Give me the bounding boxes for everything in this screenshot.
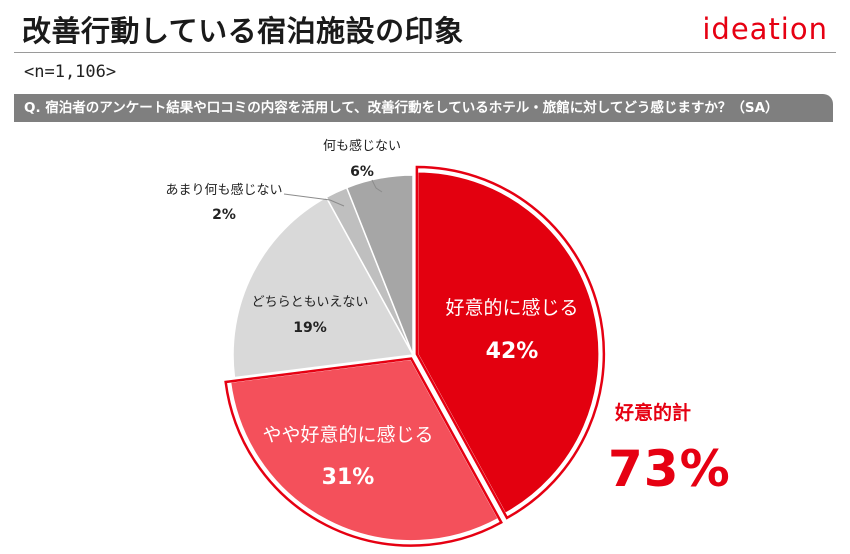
sample-size: <n=1,106>: [24, 62, 117, 82]
slice-label: あまり何も感じない: [165, 182, 282, 198]
slice-value-label: 2%: [212, 207, 236, 223]
pie-slices: [224, 165, 606, 547]
slice-value-label: 6%: [350, 164, 374, 180]
slice-value-label: 42%: [486, 339, 539, 364]
brand-logo: ideation: [702, 12, 828, 46]
favorable-total-label: 好意的計: [615, 402, 692, 424]
slice-value-label: 19%: [293, 320, 327, 336]
page-title: 改善行動している宿泊施設の印象: [22, 14, 464, 48]
title-divider: [14, 52, 836, 53]
leader-line: [283, 193, 345, 207]
pie-slice: [345, 174, 414, 356]
slice-value-label: 31%: [322, 465, 375, 490]
pie-slice: [227, 356, 502, 544]
favorable-total-value: 73%: [608, 440, 731, 498]
slice-label: 好意的に感じる: [445, 297, 578, 319]
pie-slice: [232, 196, 415, 379]
slice-label: どちらともいえない: [252, 295, 369, 310]
slice-label: やや好意的に感じる: [262, 424, 433, 446]
slice-labels: 好意的に感じる 42% やや好意的に感じる 31% どちらともいえない 19% あまり何も感…: [165, 138, 578, 490]
slice-label: 何も感じない: [323, 138, 401, 154]
question-banner: Q. 宿泊者のアンケート結果や口コミの内容を活用して、改善行動をしているホテル・…: [14, 94, 833, 122]
pie-slice: [415, 169, 602, 517]
pie-slice-outline: [224, 357, 503, 547]
leader-lines: [283, 179, 383, 207]
leader-line: [371, 179, 383, 193]
pie-slice-outline: [415, 165, 606, 520]
